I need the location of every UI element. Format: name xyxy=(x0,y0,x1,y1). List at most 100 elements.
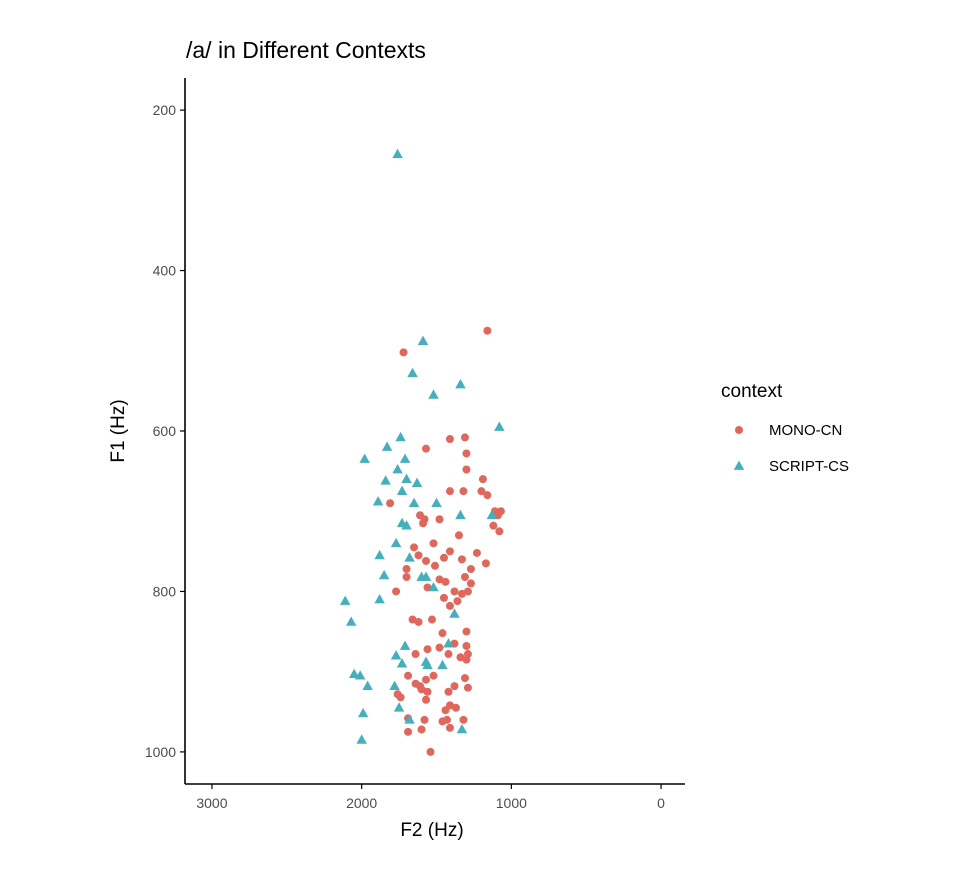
data-point-script-cs xyxy=(348,668,360,678)
data-point-mono-cn xyxy=(396,693,405,702)
data-point-mono-cn xyxy=(423,645,432,654)
data-point-script-cs xyxy=(401,473,412,483)
data-point-script-cs xyxy=(354,670,366,680)
data-point-mono-cn xyxy=(460,674,469,683)
data-point-mono-cn xyxy=(404,671,413,680)
data-point-mono-cn xyxy=(404,727,413,736)
data-point-mono-cn xyxy=(419,519,428,528)
data-point-script-cs xyxy=(428,389,439,399)
data-point-script-cs xyxy=(408,497,420,508)
series-script-cs xyxy=(339,148,505,744)
data-point-mono-cn xyxy=(411,650,420,659)
data-point-mono-cn xyxy=(460,573,469,582)
data-point-mono-cn xyxy=(444,650,453,659)
data-point-mono-cn xyxy=(392,587,401,596)
data-point-mono-cn xyxy=(422,444,431,453)
data-point-script-cs xyxy=(396,485,408,496)
data-point-script-cs xyxy=(407,367,418,378)
data-point-script-cs xyxy=(422,659,433,670)
data-point-script-cs xyxy=(395,431,406,442)
data-point-script-cs xyxy=(404,552,415,562)
data-point-mono-cn xyxy=(417,725,426,734)
data-point-mono-cn xyxy=(460,433,469,442)
data-point-mono-cn xyxy=(451,703,460,712)
legend-entries: MONO-CN SCRIPT-CS xyxy=(733,422,849,475)
data-point-mono-cn xyxy=(445,601,454,610)
data-point-mono-cn xyxy=(428,615,437,624)
data-point-mono-cn xyxy=(431,561,439,570)
data-point-script-cs xyxy=(443,638,454,648)
data-point-script-cs xyxy=(393,702,405,712)
data-point-mono-cn xyxy=(439,593,448,602)
y-tick-label: 400 xyxy=(153,263,177,279)
data-point-mono-cn xyxy=(435,643,444,652)
legend-key-triangle xyxy=(733,460,745,470)
data-point-script-cs xyxy=(372,496,384,506)
data-point-mono-cn xyxy=(462,655,471,664)
series-mono-cn xyxy=(386,326,505,756)
data-point-mono-cn xyxy=(429,671,438,680)
data-point-mono-cn xyxy=(462,465,471,474)
data-point-script-cs xyxy=(396,658,408,668)
data-point-script-cs xyxy=(404,714,415,724)
x-tick-label: 2000 xyxy=(346,795,377,811)
data-point-script-cs xyxy=(389,680,400,690)
data-point-mono-cn xyxy=(445,723,454,732)
data-point-script-cs xyxy=(420,571,432,581)
data-point-script-cs xyxy=(390,537,402,548)
data-point-script-cs xyxy=(362,680,373,690)
data-points xyxy=(339,148,505,756)
data-point-mono-cn xyxy=(466,564,475,573)
data-point-mono-cn xyxy=(423,687,432,696)
legend: context MONO-CN SCRIPT-CS xyxy=(721,381,849,475)
data-point-mono-cn xyxy=(495,527,504,536)
data-point-script-cs xyxy=(374,593,385,604)
data-point-mono-cn xyxy=(457,555,466,564)
data-point-mono-cn xyxy=(462,627,471,636)
data-point-mono-cn xyxy=(462,449,471,458)
data-point-script-cs xyxy=(417,335,429,345)
data-point-mono-cn xyxy=(496,507,505,516)
data-point-mono-cn xyxy=(489,521,498,530)
legend-title: context xyxy=(721,381,783,402)
y-tick-label: 600 xyxy=(153,423,177,439)
data-point-script-cs xyxy=(374,549,385,560)
data-point-script-cs xyxy=(455,378,466,389)
data-point-mono-cn xyxy=(426,747,435,756)
y-ticks: 200 400 600 800 1000 xyxy=(145,102,185,760)
data-point-script-cs xyxy=(392,464,403,474)
data-point-mono-cn xyxy=(414,551,423,560)
data-point-script-cs xyxy=(494,421,505,431)
data-point-mono-cn xyxy=(481,559,490,568)
data-point-mono-cn xyxy=(386,499,395,508)
data-point-script-cs xyxy=(378,569,390,580)
x-tick-label: 0 xyxy=(657,795,665,811)
data-point-mono-cn xyxy=(462,642,471,651)
data-point-mono-cn xyxy=(472,548,481,557)
data-point-script-cs xyxy=(455,509,466,520)
data-point-script-cs xyxy=(339,595,351,605)
data-point-script-cs xyxy=(345,616,357,626)
data-point-mono-cn xyxy=(477,487,486,496)
data-point-mono-cn xyxy=(450,587,459,596)
data-point-mono-cn xyxy=(438,629,447,638)
data-point-mono-cn xyxy=(445,435,454,444)
data-point-mono-cn xyxy=(453,597,462,606)
data-point-script-cs xyxy=(357,707,369,718)
data-point-script-cs xyxy=(449,608,460,618)
data-point-mono-cn xyxy=(457,589,466,598)
data-point-mono-cn xyxy=(408,615,417,624)
data-point-mono-cn xyxy=(439,553,448,562)
y-axis-title: F1 (Hz) xyxy=(108,399,129,462)
data-point-script-cs xyxy=(456,723,468,734)
data-point-mono-cn xyxy=(417,685,426,694)
data-point-mono-cn xyxy=(442,715,451,724)
data-point-script-cs xyxy=(392,148,403,159)
data-point-mono-cn xyxy=(445,487,454,496)
data-point-mono-cn xyxy=(402,573,411,582)
data-point-mono-cn xyxy=(454,531,463,540)
data-point-mono-cn xyxy=(410,543,419,552)
data-point-mono-cn xyxy=(483,491,492,500)
chart-title: /a/ in Different Contexts xyxy=(186,37,426,63)
